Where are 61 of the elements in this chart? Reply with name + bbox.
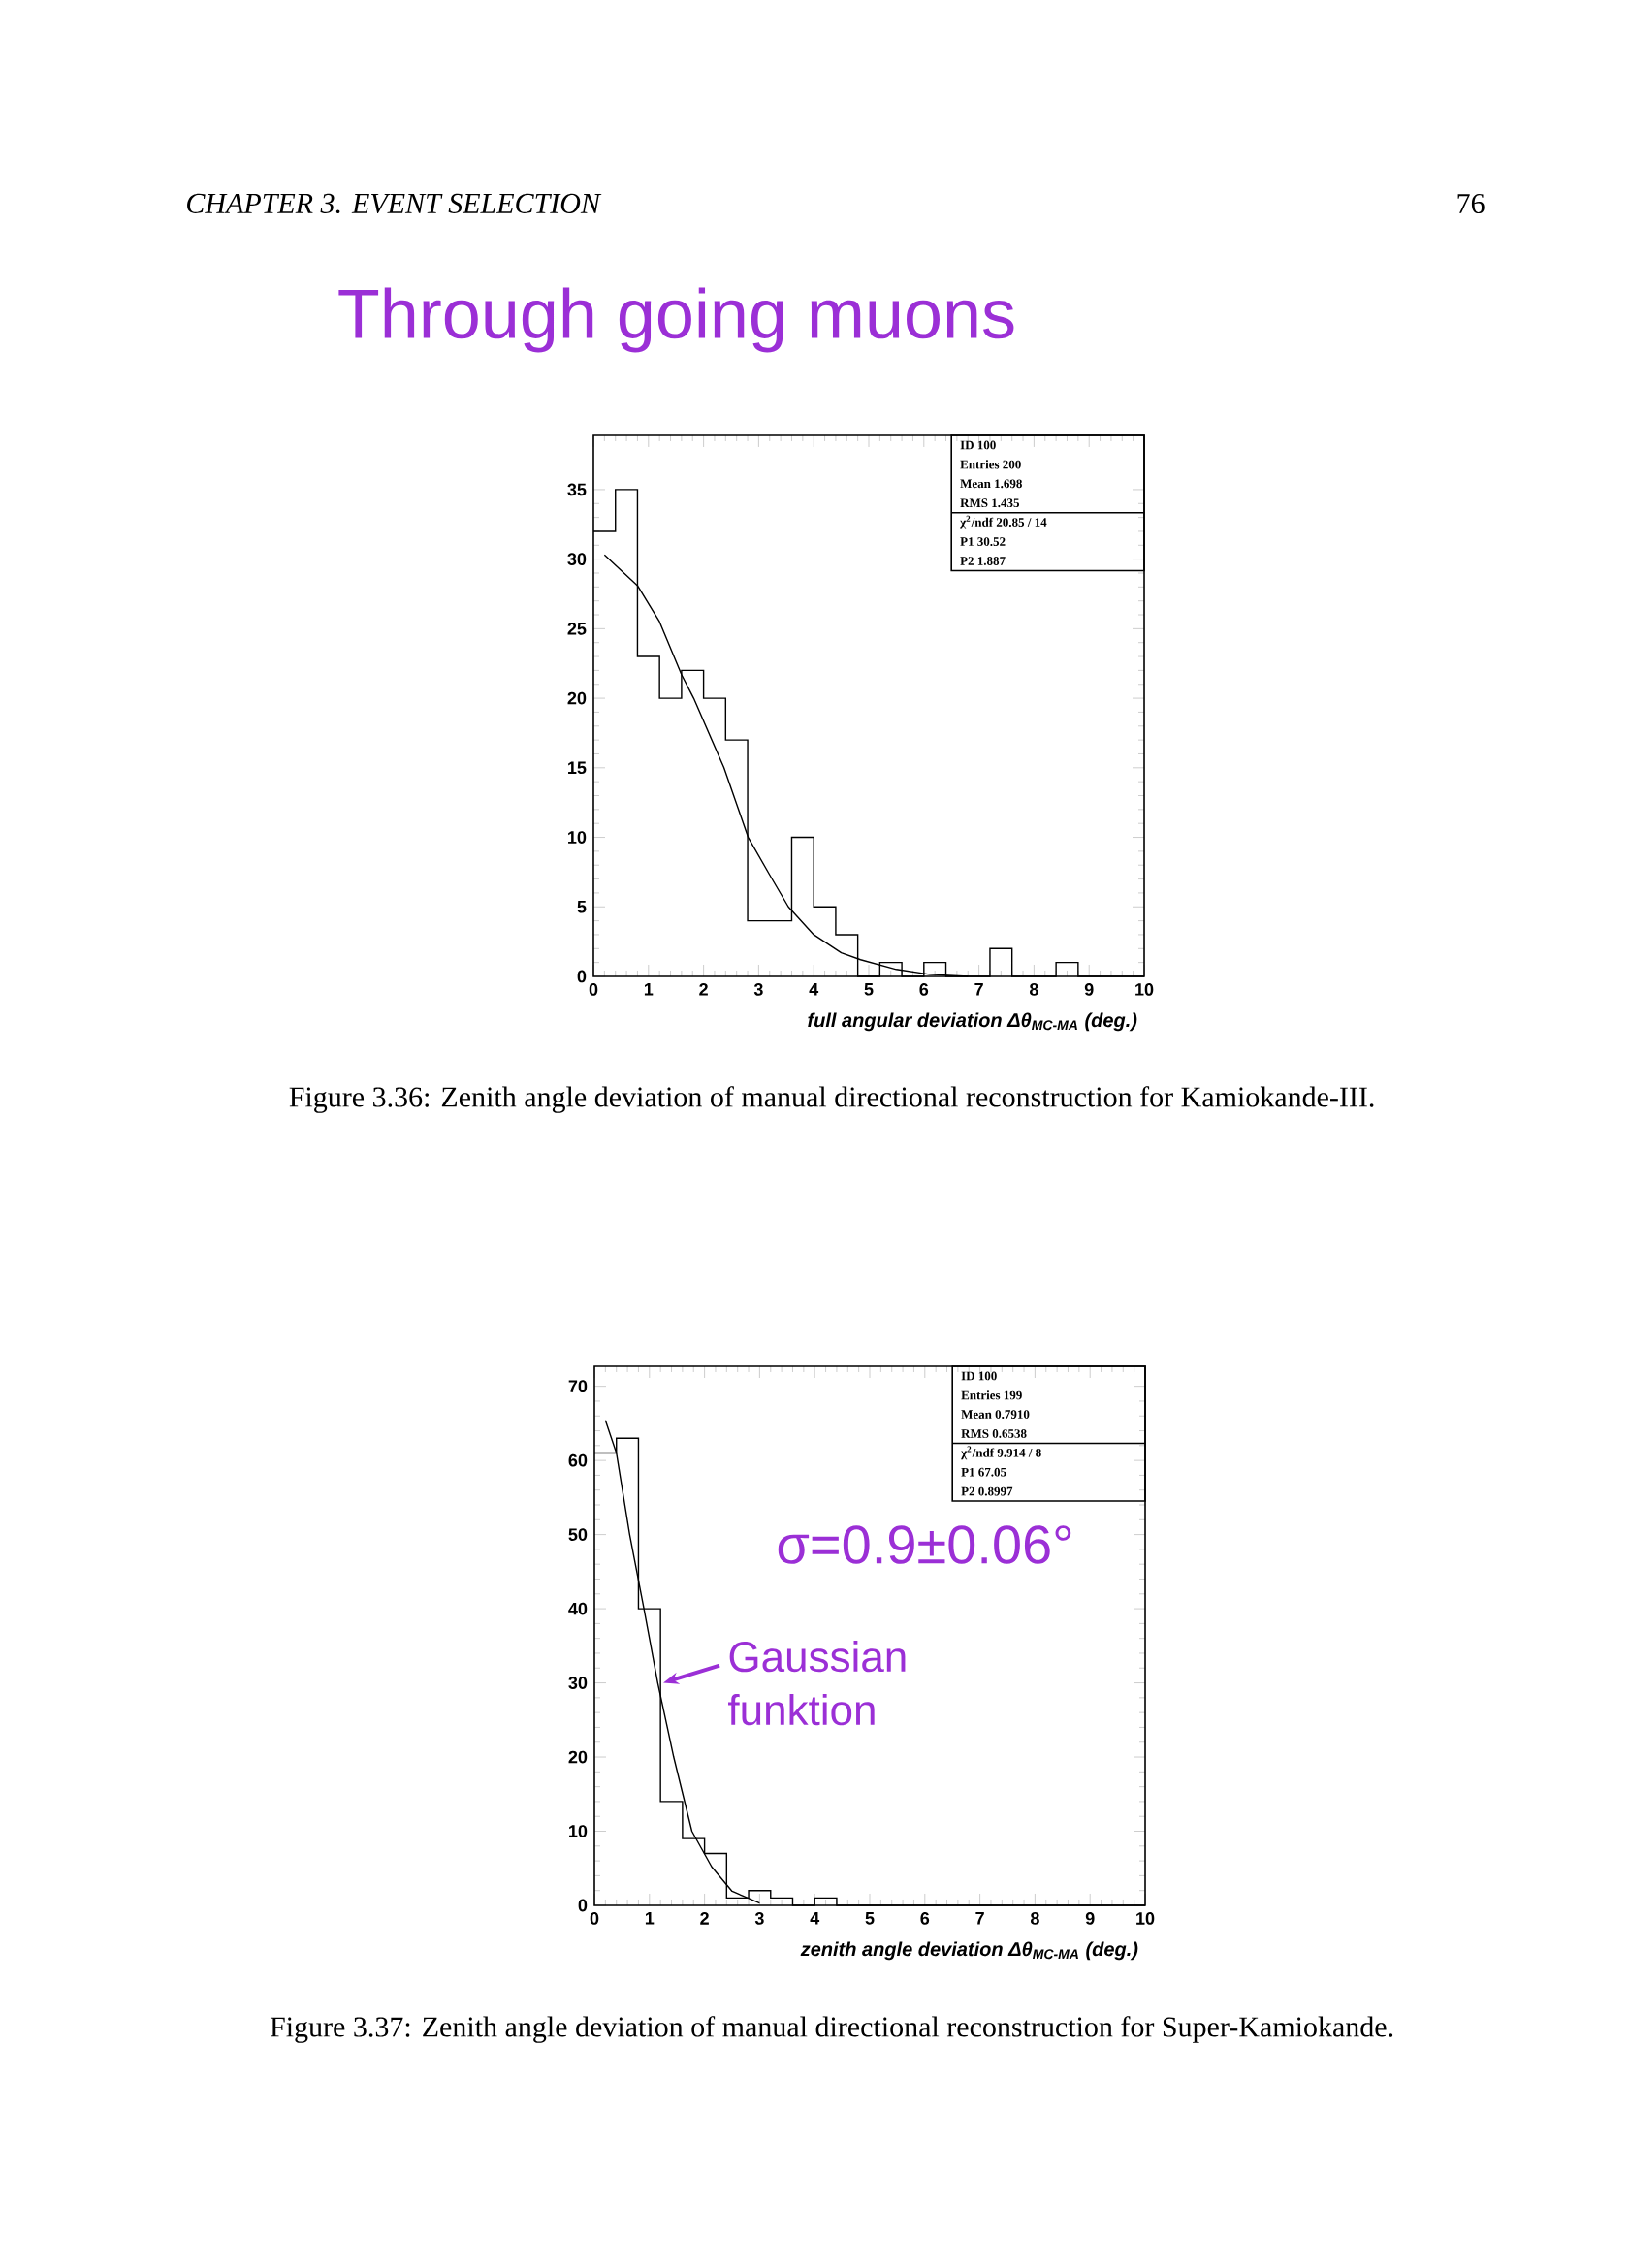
x-tick-label: 3 xyxy=(753,983,763,996)
x-tick-label: 0 xyxy=(590,1912,599,1925)
y-tick-label: 30 xyxy=(568,1677,588,1689)
x-tick-label: 6 xyxy=(920,1912,930,1925)
annotation: P1 30.52 xyxy=(960,537,1006,547)
annotation: Mean 1.698 xyxy=(960,479,1022,489)
y-tick-label: 0 xyxy=(577,970,587,983)
annotation: Mean 0.7910 xyxy=(961,1410,1030,1420)
annotation: RMS 0.6538 xyxy=(961,1429,1027,1438)
x-tick-label: 8 xyxy=(1029,983,1038,996)
x-tick-label: 7 xyxy=(975,1912,984,1925)
y-tick-label: 5 xyxy=(577,900,587,913)
y-tick-label: 15 xyxy=(568,761,587,775)
x-tick-label: 5 xyxy=(864,983,874,996)
x-tick-label: 7 xyxy=(974,983,983,996)
x-tick-label: 2 xyxy=(700,1912,709,1925)
x-tick-label: 4 xyxy=(810,1912,820,1925)
y-tick-label: 60 xyxy=(568,1453,588,1467)
annotation: RMS 1.435 xyxy=(960,498,1020,508)
annotation: ID 100 xyxy=(960,440,996,450)
annotation: P2 0.8997 xyxy=(961,1486,1013,1496)
y-tick-label: 40 xyxy=(568,1602,588,1615)
x-tick-label: 1 xyxy=(645,1912,655,1925)
x-tick-label: 1 xyxy=(644,983,654,996)
annotation: σ=0.9±0.06° xyxy=(778,1525,1071,1564)
annotation: P1 67.05 xyxy=(961,1467,1006,1477)
chart-title: Through going muons xyxy=(338,287,1014,353)
annotation: χ$^{2}$/ndf 9.914 / 8 xyxy=(961,1446,1041,1460)
x-tick-label: 4 xyxy=(809,983,819,996)
annotation: Entries 199 xyxy=(961,1390,1022,1400)
x-tick-label: 10 xyxy=(1136,1912,1155,1925)
x-tick-label: 9 xyxy=(1084,983,1094,996)
y-tick-label: 50 xyxy=(568,1528,588,1541)
x-tick-label: 9 xyxy=(1085,1912,1095,1925)
annotation: P2 1.887 xyxy=(960,557,1006,565)
x-tick-label: 3 xyxy=(754,1912,764,1925)
annotation: Gaussian funktion xyxy=(728,1640,906,1726)
caption: Figure 3.37: Zenith angle deviation of manual directional reconstruction for Super-Kamiokande. xyxy=(270,2016,1393,2043)
caption: Figure 3.36: Zenith angle deviation of manual directional reconstruction for Kamiokande-III. xyxy=(289,1086,1374,1113)
text: CHAPTER 3. EVENT SELECTION xyxy=(187,193,602,214)
annotation: Entries 200 xyxy=(960,460,1021,469)
x-tick-label: 2 xyxy=(699,983,708,996)
y-tick-label: 25 xyxy=(567,622,587,635)
x-axis-title: full angular deviation Δθ$_{MC-MA}$ (deg.) xyxy=(808,1012,1137,1032)
text: 76 xyxy=(1457,193,1485,214)
y-tick-label: 10 xyxy=(569,1825,588,1837)
x-tick-label: 8 xyxy=(1030,1912,1039,1925)
y-tick-label: 70 xyxy=(568,1380,588,1393)
x-tick-label: 6 xyxy=(919,983,929,996)
x-tick-label: 5 xyxy=(865,1912,875,1925)
y-tick-label: 20 xyxy=(567,691,587,705)
x-tick-label: 10 xyxy=(1135,983,1154,996)
annotation: ID 100 xyxy=(961,1371,997,1381)
y-tick-label: 10 xyxy=(568,831,587,844)
x-tick-label: 0 xyxy=(589,983,598,996)
y-tick-label: 30 xyxy=(567,553,587,566)
y-tick-label: 20 xyxy=(568,1750,588,1764)
x-axis-title: zenith angle deviation Δθ$_{MC-MA}$ (deg.) xyxy=(800,1941,1138,1961)
y-tick-label: 35 xyxy=(567,483,587,496)
annotation: χ$^{2}$/ndf 20.85 / 14 xyxy=(960,515,1047,529)
y-tick-label: 0 xyxy=(578,1899,588,1912)
